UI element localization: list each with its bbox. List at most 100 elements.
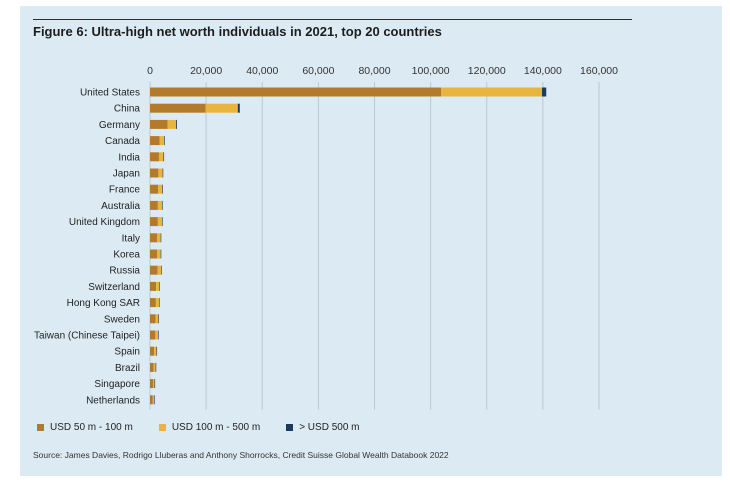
bar-segment-series-1 (150, 168, 159, 178)
bar-segment-series-3 (542, 87, 547, 97)
bar-segment-series-1 (150, 119, 168, 129)
legend-item-series-3: > USD 500 m (286, 422, 360, 433)
bar-segment-series-3 (163, 152, 165, 162)
x-tick-label: 20,000 (190, 65, 222, 77)
bar-segment-series-3 (160, 249, 162, 259)
category-label: Canada (105, 136, 140, 147)
bar-segment-series-2 (156, 281, 160, 291)
bar-segment-series-1 (150, 346, 155, 356)
bar-segment-series-1 (150, 379, 154, 389)
chart-panel (20, 6, 722, 476)
bar-segment-series-1 (150, 395, 153, 405)
bar-segment-series-1 (150, 298, 156, 308)
bar-segment-series-3 (154, 379, 156, 389)
bar-segment-series-2 (158, 152, 164, 162)
bar-segment-series-2 (154, 346, 157, 356)
bar-segment-series-3 (158, 314, 160, 324)
source-note: Source: James Davies, Rodrigo Lluberas a… (33, 450, 449, 460)
chart-legend: USD 50 m - 100 m USD 100 m - 500 m > USD… (37, 422, 386, 433)
bar-segment-series-3 (161, 265, 162, 275)
x-tick-label: 100,000 (412, 65, 450, 77)
category-label: Switzerland (88, 282, 140, 293)
bar-segment-series-1 (150, 136, 160, 146)
x-tick-label: 160,000 (580, 65, 618, 77)
bar-segment-series-3 (158, 298, 160, 308)
x-tick-label: 0 (147, 65, 153, 77)
category-label: Brazil (115, 363, 140, 374)
category-label: Germany (99, 120, 140, 131)
bar-segment-series-2 (155, 314, 159, 324)
legend-swatch-series-3 (286, 424, 294, 431)
category-label: France (109, 185, 141, 196)
bar-segment-series-3 (159, 281, 160, 291)
bar-segment-series-3 (162, 168, 164, 178)
x-tick-label: 40,000 (246, 65, 278, 77)
bar-segment-series-3 (237, 103, 240, 113)
bar-segment-series-1 (150, 152, 159, 162)
category-label: Spain (114, 347, 140, 358)
bar-segment-series-2 (205, 103, 238, 113)
category-label: China (114, 104, 141, 115)
legend-label-series-3: > USD 500 m (299, 422, 360, 433)
bar-segment-series-1 (150, 87, 442, 97)
x-tick-label: 80,000 (358, 65, 390, 77)
category-label: Korea (113, 250, 140, 261)
bar-segment-series-1 (150, 362, 154, 372)
bar-segment-series-3 (176, 119, 177, 129)
category-label: Taiwan (Chinese Taipei) (34, 331, 140, 342)
bar-segment-series-3 (162, 217, 163, 227)
bar-segment-series-1 (150, 330, 156, 340)
category-label: Russia (109, 266, 140, 277)
bar-segment-series-2 (159, 136, 165, 146)
bar-segment-series-3 (158, 330, 159, 340)
bar-segment-series-3 (160, 233, 162, 243)
bar-segment-series-2 (155, 330, 159, 340)
category-label: Japan (113, 169, 140, 180)
bar-segment-series-3 (154, 395, 155, 405)
bar-segment-series-1 (150, 233, 158, 243)
title-rule (33, 19, 632, 20)
bar-segment-series-2 (152, 395, 155, 405)
bar-segment-series-1 (150, 249, 158, 259)
legend-swatch-series-2 (158, 424, 166, 431)
category-label: India (118, 152, 140, 163)
category-label: Italy (122, 233, 140, 244)
category-label: Sweden (104, 314, 140, 325)
x-tick-label: 60,000 (302, 65, 334, 77)
bar-segment-series-2 (441, 87, 543, 97)
category-label: Singapore (94, 379, 140, 390)
bar-segment-series-1 (150, 184, 159, 194)
bar-segment-series-2 (157, 233, 161, 243)
bar-segment-series-1 (150, 281, 157, 291)
bar-segment-series-2 (158, 184, 163, 194)
bar-segment-series-2 (167, 119, 177, 129)
bar-segment-series-2 (157, 249, 161, 259)
bar-segment-series-3 (155, 362, 157, 372)
legend-label-series-1: USD 50 m - 100 m (50, 422, 133, 433)
bar-segment-series-2 (158, 168, 163, 178)
bar-segment-series-2 (155, 298, 159, 308)
legend-swatch-series-1 (37, 424, 44, 431)
category-label: Netherlands (86, 395, 140, 406)
bar-segment-series-2 (153, 379, 155, 389)
bar-segment-series-3 (162, 200, 163, 210)
category-label: United States (80, 88, 140, 99)
bar-segment-series-1 (150, 265, 158, 275)
figure-title: Figure 6: Ultra-high net worth individua… (33, 24, 442, 39)
bar-segment-series-1 (150, 314, 156, 324)
legend-label-series-2: USD 100 m - 500 m (171, 422, 261, 433)
x-tick-label: 140,000 (524, 65, 562, 77)
legend-item-series-2: USD 100 m - 500 m (158, 422, 261, 433)
category-label: Australia (101, 201, 140, 212)
bar-segment-series-2 (153, 362, 156, 372)
x-tick-label: 120,000 (468, 65, 506, 77)
category-label: United Kingdom (69, 217, 140, 228)
bar-segment-series-2 (157, 200, 163, 210)
bar-segment-series-1 (150, 200, 158, 210)
bar-segment-series-3 (156, 346, 158, 356)
bar-segment-series-3 (162, 184, 163, 194)
legend-item-series-1: USD 50 m - 100 m (37, 422, 133, 433)
bar-segment-series-1 (150, 103, 206, 113)
bar-segment-series-3 (164, 136, 165, 146)
